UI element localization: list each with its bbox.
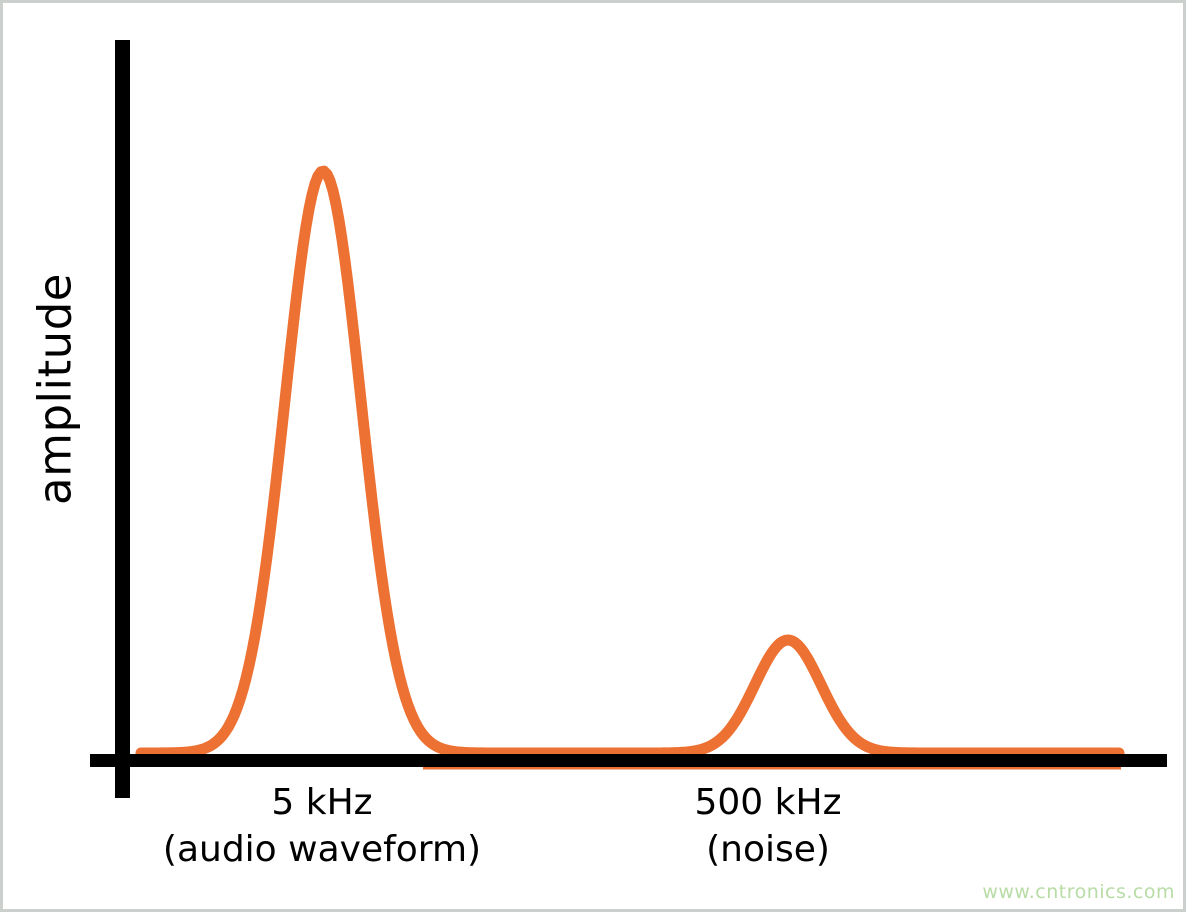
x-tick-500khz-sublabel: (noise) <box>706 829 830 870</box>
x-axis <box>90 754 1167 767</box>
x-tick-5khz-label: 5 kHz <box>271 782 373 823</box>
x-tick-500khz-label: 500 kHz <box>694 782 842 823</box>
x-tick-5khz: 5 kHz (audio waveform) <box>112 779 532 873</box>
spectrum-curve <box>135 165 1125 759</box>
watermark: www.cntronics.com <box>982 881 1175 903</box>
x-tick-5khz-sublabel: (audio waveform) <box>162 829 482 870</box>
y-axis <box>115 40 130 798</box>
y-axis-label: amplitude <box>28 273 82 505</box>
x-tick-500khz: 500 kHz (noise) <box>558 779 978 873</box>
spectrum-plot-canvas <box>90 40 1167 798</box>
